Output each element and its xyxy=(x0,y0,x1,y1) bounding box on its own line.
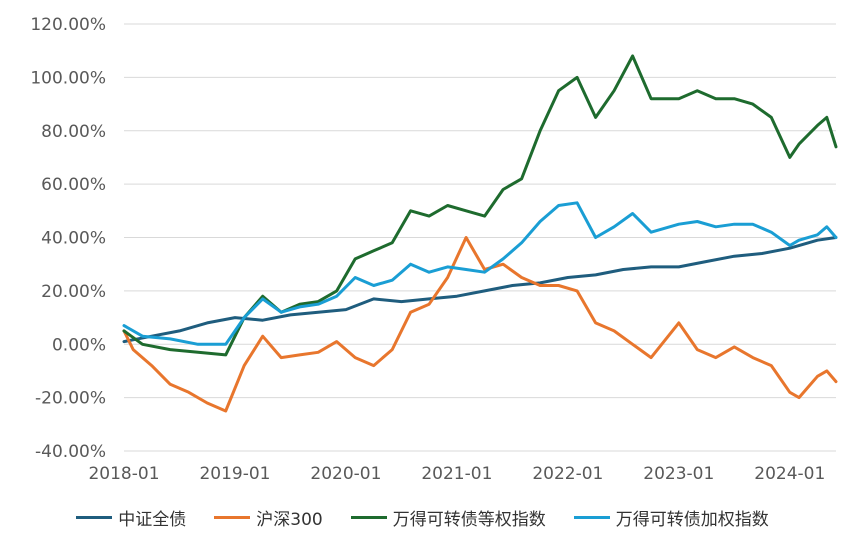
x-tick-label: 2018-01 xyxy=(88,464,159,484)
x-axis-tick-labels: 2018-01 2019-01 2020-01 2021-01 2022-01 2023-… xyxy=(88,464,825,484)
series-lines xyxy=(122,54,838,413)
x-tick-label: 2023-01 xyxy=(643,464,714,484)
series-line-1 xyxy=(122,236,838,344)
legend-item-1: 中证全债 xyxy=(76,505,186,530)
x-tick-label: 2022-01 xyxy=(532,464,603,484)
legend-item-2: 沪深300 xyxy=(214,505,323,530)
legend-item-4: 万得可转债加权指数 xyxy=(573,505,769,530)
y-tick-label: -20.00% xyxy=(35,389,106,409)
y-tick-label: 80.00% xyxy=(41,122,106,142)
legend-swatch xyxy=(76,515,113,519)
y-tick-label: 120.00% xyxy=(30,15,106,35)
x-tick-label: 2020-01 xyxy=(310,464,381,484)
y-tick-label: 100.00% xyxy=(30,68,106,88)
y-tick-label: 40.00% xyxy=(41,229,106,249)
legend-swatch xyxy=(573,515,610,519)
series-line-3 xyxy=(122,54,838,357)
legend: 中证全债 沪深300 万得可转债等权指数 万得可转债加权指数 xyxy=(0,501,845,533)
y-axis-tick-labels: 120.00% 100.00% 80.00% 60.00% 40.00% 20.00% 0.… xyxy=(30,15,106,462)
y-tick-label: 0.00% xyxy=(52,335,106,355)
x-tick-label: 2024-01 xyxy=(754,464,825,484)
y-tick-label: 20.00% xyxy=(41,282,106,302)
legend-label: 万得可转债加权指数 xyxy=(615,509,769,530)
legend-label: 中证全债 xyxy=(118,509,187,530)
legend-label: 沪深300 xyxy=(256,509,323,530)
x-tick-label: 2019-01 xyxy=(199,464,270,484)
legend-item-3: 万得可转债等权指数 xyxy=(350,505,546,530)
legend-swatch xyxy=(350,515,387,519)
y-tick-label: 60.00% xyxy=(41,175,106,195)
series-line-2 xyxy=(122,236,838,413)
legend-label: 万得可转债等权指数 xyxy=(392,509,546,530)
x-tick-label: 2021-01 xyxy=(421,464,492,484)
gridlines xyxy=(124,23,836,452)
y-tick-label: -40.00% xyxy=(35,442,106,462)
series-line-4 xyxy=(122,201,838,346)
legend-swatch xyxy=(214,515,251,519)
